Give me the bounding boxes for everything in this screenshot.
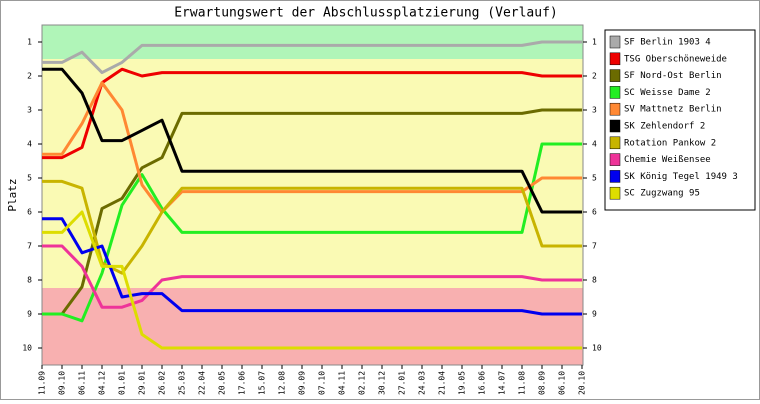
- x-tick-label: 15.07: [258, 371, 267, 395]
- x-tick-label: 21.04: [438, 371, 447, 395]
- legend-label: SK König Tegel 1949 3: [624, 172, 738, 182]
- legend-swatch: [609, 136, 621, 150]
- y2-tick-label: 7: [592, 242, 597, 251]
- y2-tick-label: 1: [592, 38, 597, 47]
- series-line: [42, 210, 582, 350]
- y2-tick-label: 6: [592, 208, 597, 217]
- x-tick-label: 09.10: [58, 371, 67, 395]
- chart-title: Erwartungswert der Abschlussplatzierung …: [174, 6, 558, 21]
- y-tick-label: 7: [27, 242, 32, 251]
- x-tick-label: 19.05: [458, 371, 467, 395]
- x-tick-label: 16.06: [478, 371, 487, 395]
- x-tick-label: 27.01: [398, 371, 407, 395]
- y-tick-label: 1: [27, 38, 32, 47]
- x-tick-label: 04.11: [338, 371, 347, 395]
- legend-swatch: [609, 69, 621, 82]
- y2-tick-label: 2: [592, 72, 597, 81]
- x-tick-label: 06.10: [558, 371, 567, 395]
- x-tick-label: 08.09: [538, 371, 547, 395]
- series-line: [42, 67, 582, 160]
- x-tick-label: 07.10: [318, 371, 327, 395]
- x-tick-label: 29.01: [138, 371, 147, 395]
- x-tick-label: 11.08: [518, 371, 527, 395]
- x-tick-label: 24.03: [418, 371, 427, 395]
- legend-box: [604, 29, 756, 211]
- x-tick-label: 01.01: [118, 371, 127, 395]
- promotion-zone: [42, 25, 583, 59]
- legend-label: SK Zehlendorf 2: [624, 122, 705, 132]
- series-line: [42, 67, 582, 214]
- x-tick-label: 14.07: [498, 371, 507, 395]
- legend-swatch: [609, 186, 621, 200]
- legend-swatch: [609, 170, 621, 183]
- legend-label: SC Weisse Dame 2: [624, 88, 711, 98]
- y2-tick-label: 4: [592, 140, 597, 149]
- plot-border: [41, 24, 584, 366]
- legend-swatch: [609, 35, 621, 49]
- y2-tick-label: 5: [592, 174, 597, 183]
- x-tick-label: 26.02: [158, 371, 167, 395]
- legend-swatch: [609, 52, 621, 66]
- series-line: [42, 108, 582, 316]
- y-axis-label: Platz: [6, 178, 19, 211]
- x-tick-label: 25.03: [178, 371, 187, 395]
- legend-swatch: [609, 102, 621, 116]
- series-line: [42, 142, 582, 323]
- series-line: [42, 40, 582, 75]
- x-tick-label: 12.08: [278, 371, 287, 395]
- y-tick-label: 2: [27, 72, 32, 81]
- y-tick-label: 8: [27, 276, 32, 285]
- y2-tick-label: 3: [592, 106, 597, 115]
- legend-label: TSG Oberschöneweide: [624, 54, 727, 64]
- y-tick-label: 10: [22, 344, 32, 353]
- x-tick-label: 09.09: [298, 371, 307, 395]
- y2-tick-label: 10: [592, 344, 602, 353]
- y2-tick-label: 8: [592, 276, 597, 285]
- x-tick-label: 02.12: [358, 371, 367, 395]
- middle-zone: [42, 59, 583, 288]
- y-tick-label: 6: [27, 208, 32, 217]
- legend-swatch: [609, 119, 621, 133]
- legend-swatch: [609, 153, 621, 166]
- series-line: [42, 179, 582, 275]
- y-tick-label: 9: [27, 310, 32, 319]
- x-tick-label: 04.12: [98, 371, 107, 395]
- legend-label: SC Zugzwang 95: [624, 189, 700, 199]
- y-tick-label: 3: [27, 106, 32, 115]
- x-tick-label: 22.04: [198, 371, 207, 395]
- y-tick-label: 4: [27, 140, 32, 149]
- legend-label: SF Berlin 1903 4: [624, 38, 711, 48]
- x-tick-label: 30.12: [378, 371, 387, 395]
- y-tick-label: 5: [27, 174, 32, 183]
- x-tick-label: 06.11: [78, 371, 87, 395]
- legend-label: Chemie Weißensee: [624, 155, 711, 165]
- legend-label: SV Mattnetz Berlin: [624, 105, 722, 115]
- legend-label: SF Nord-Ost Berlin: [624, 71, 722, 81]
- relegation-zone: [42, 288, 583, 365]
- x-tick-label: 20.05: [218, 371, 227, 395]
- legend-label: Rotation Pankow 2: [624, 138, 716, 148]
- x-tick-label: 11.09: [38, 371, 47, 395]
- y2-tick-label: 9: [592, 310, 597, 319]
- x-tick-label: 17.06: [238, 371, 247, 395]
- x-tick-label: 20.10: [578, 371, 587, 395]
- series-line: [42, 81, 582, 214]
- legend-swatch: [609, 86, 621, 99]
